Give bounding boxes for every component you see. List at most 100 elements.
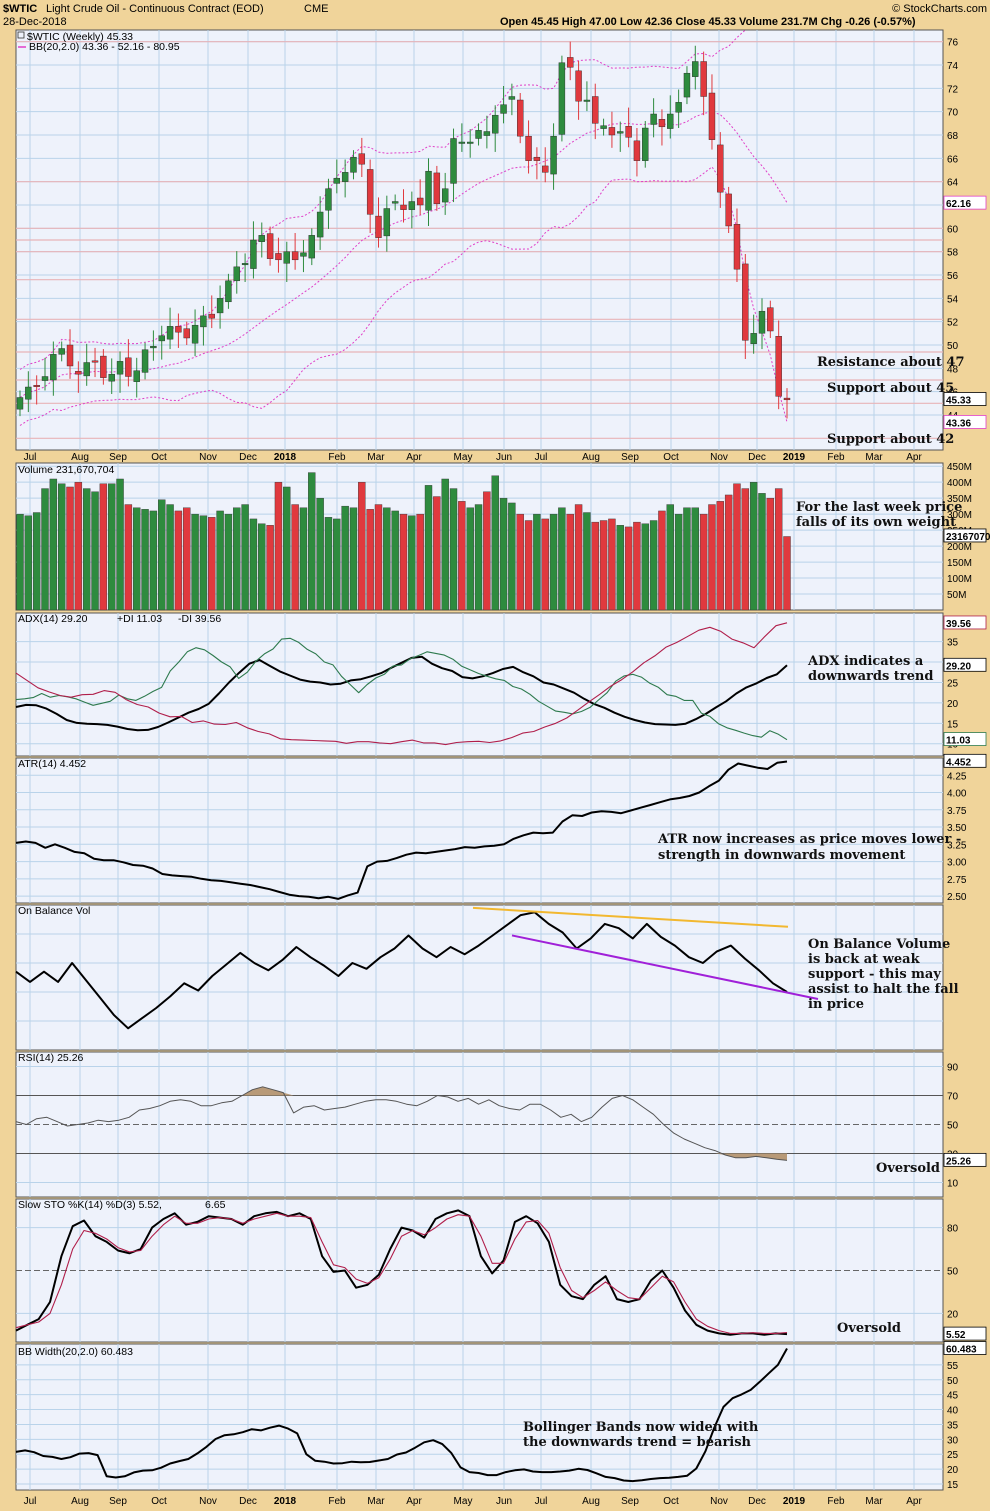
adx-panel-frame xyxy=(15,612,944,757)
chart-header: $WTIC Light Crude Oil - Continuous Contra… xyxy=(3,3,987,28)
x-tick-label: Aug xyxy=(71,1496,89,1507)
volume-bar xyxy=(141,509,149,611)
y-tick-label: 4.25 xyxy=(947,771,967,782)
last-value-box xyxy=(943,657,987,672)
candle-body xyxy=(675,102,682,113)
volume-bar xyxy=(674,513,683,611)
volume-bar xyxy=(258,523,266,611)
volume-bar xyxy=(149,510,158,611)
candle-body xyxy=(425,170,432,211)
symbol-label: $WTIC xyxy=(3,3,37,15)
candle-body xyxy=(25,386,32,400)
candle-body xyxy=(717,144,724,193)
atr-line xyxy=(15,760,788,900)
y-tick-label: 10 xyxy=(947,1179,959,1190)
y-tick-label: 74 xyxy=(947,61,959,72)
volume-bar xyxy=(108,483,116,611)
volume-bar xyxy=(408,515,416,611)
x-tick-label: Apr xyxy=(406,452,422,463)
last-value-box xyxy=(943,615,987,630)
adx-line xyxy=(15,655,788,732)
volume-bar xyxy=(724,494,733,611)
candle-body xyxy=(725,193,732,227)
volume-bar xyxy=(224,513,233,611)
y-tick-label: 55 xyxy=(947,1361,959,1372)
last-value-box xyxy=(943,732,987,746)
x-tick-label: Aug xyxy=(71,452,89,463)
candle-body xyxy=(767,307,774,332)
candle-body xyxy=(83,362,90,377)
volume-bar xyxy=(783,536,791,611)
volume-bar xyxy=(274,481,283,611)
y-tick-label: 80 xyxy=(947,1224,959,1235)
volume-bar xyxy=(624,526,633,611)
volume-bar xyxy=(16,513,24,611)
volume-bar xyxy=(458,501,466,611)
volume-bar xyxy=(391,510,399,611)
volume-bar xyxy=(524,520,533,611)
y-tick-label: 45 xyxy=(947,1391,959,1402)
bbw-note-2: the downwards trend = bearish xyxy=(523,1435,752,1450)
volume-bar xyxy=(633,521,641,611)
description-label: Light Crude Oil - Continuous Contract (E… xyxy=(46,3,264,15)
y-tick-label: 15 xyxy=(947,719,959,730)
candle-body xyxy=(283,251,290,264)
atr-panel-frame xyxy=(15,757,944,904)
obv-note-4: assist to halt the fall xyxy=(808,982,959,997)
volume-bar xyxy=(349,507,358,611)
volume-bar xyxy=(291,504,299,611)
volume-bar xyxy=(158,499,166,611)
exchange-label: CME xyxy=(304,3,328,15)
volume-bar xyxy=(91,491,99,611)
x-tick-label: Sep xyxy=(621,1496,639,1507)
candle-body xyxy=(692,61,699,77)
volume-bar xyxy=(516,513,524,611)
candle-body xyxy=(116,361,124,375)
bb-width-panel-frame xyxy=(15,1343,944,1491)
minus-di-line xyxy=(15,622,788,746)
candle-body xyxy=(542,165,549,173)
y-tick-label: 25 xyxy=(947,1450,959,1461)
y-tick-label: 58 xyxy=(947,248,959,259)
candle-body xyxy=(216,298,224,314)
volume-bar xyxy=(216,510,224,611)
candle-body xyxy=(316,211,324,238)
date-label: 28-Dec-2018 xyxy=(3,16,67,28)
candle-body xyxy=(483,131,491,136)
rsi-oversold-note: Oversold xyxy=(876,1161,940,1176)
candle-body xyxy=(150,345,157,349)
volume-bar xyxy=(308,472,316,611)
candle-body xyxy=(141,349,149,373)
x-tick-label: Aug xyxy=(582,1496,600,1507)
volume-bar xyxy=(374,504,383,611)
candle-body xyxy=(233,266,240,282)
volume-bar xyxy=(366,509,374,611)
x-tick-label: Feb xyxy=(827,1496,845,1507)
rsi-line xyxy=(15,1086,788,1161)
candle-body xyxy=(375,215,382,238)
x-tick-label: Sep xyxy=(109,1496,127,1507)
volume-bar xyxy=(658,510,666,611)
volume-bar xyxy=(508,502,516,611)
atr-title: ATR(14) 4.452 xyxy=(18,758,86,770)
y-tick-label: 2.75 xyxy=(947,875,967,886)
candle-body xyxy=(700,61,707,97)
x-tick-label: Dec xyxy=(239,452,257,463)
last-value-label: 39.56 xyxy=(946,619,971,630)
volume-bar xyxy=(166,504,174,611)
x-tick-label: Dec xyxy=(748,452,766,463)
candle-body xyxy=(708,92,716,140)
y-tick-label: 30 xyxy=(947,1435,959,1446)
x-tick-label: Aug xyxy=(582,452,600,463)
candle-body xyxy=(250,239,257,269)
x-tick-label: Nov xyxy=(199,452,217,463)
x-tick-label: 2019 xyxy=(783,452,806,463)
volume-bar xyxy=(433,496,441,611)
volume-bar xyxy=(616,525,624,611)
x-tick-label: Oct xyxy=(151,1496,167,1507)
y-tick-label: 400M xyxy=(947,478,972,489)
obv-note-5: in price xyxy=(808,997,864,1012)
volume-bar xyxy=(266,525,274,611)
bb-width-panel: 15 20 25 30 35 40 45 50 55 BB Width(20,2.0) 60.48… xyxy=(15,1341,987,1491)
volume-bar xyxy=(249,518,258,611)
